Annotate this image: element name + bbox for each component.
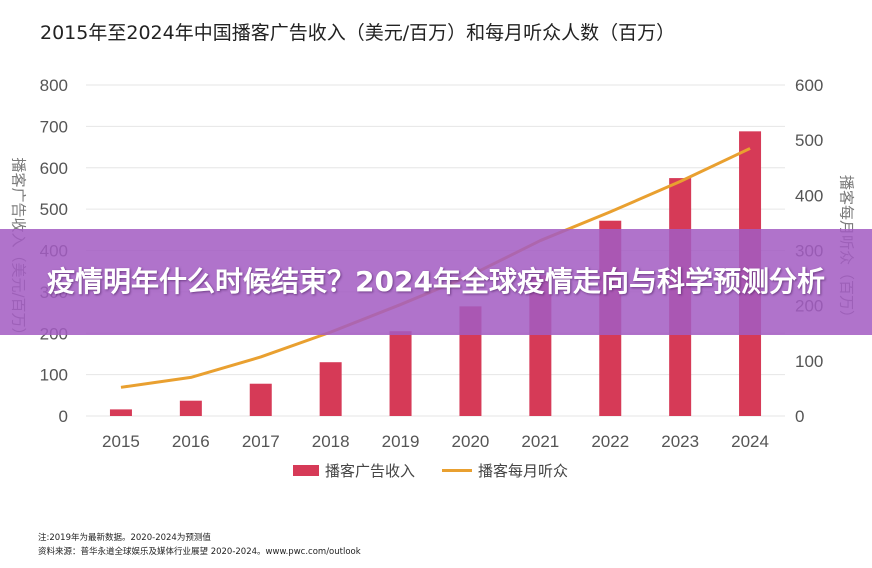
revenue-bar xyxy=(179,400,202,416)
footnote-note: 注:2019年为最新数据。2020-2024为预测值 xyxy=(38,533,211,543)
x-tick-label: 2020 xyxy=(452,432,490,451)
headline-banner: 疫情明年什么时候结束？2024年全球疫情走向与科学预测分析 xyxy=(0,229,872,335)
revenue-bar xyxy=(249,383,272,416)
right-tick-label: 400 xyxy=(795,186,823,205)
x-axis-ticks: 2015 2016 2017 2018 2019 2020 2021 2022 2023 2024 xyxy=(102,432,769,451)
right-tick-label: 500 xyxy=(795,131,823,150)
revenue-bar xyxy=(109,409,132,416)
x-tick-label: 2015 xyxy=(102,432,140,451)
x-tick-label: 2017 xyxy=(242,432,280,451)
left-tick-label: 500 xyxy=(40,200,68,219)
left-tick-label: 600 xyxy=(40,159,68,178)
right-tick-label: 600 xyxy=(795,76,823,95)
left-tick-label: 700 xyxy=(40,117,68,136)
x-tick-label: 2024 xyxy=(731,432,769,451)
revenue-bar xyxy=(319,362,342,416)
x-tick-label: 2022 xyxy=(591,432,629,451)
left-tick-label: 100 xyxy=(40,366,68,385)
right-tick-label: 100 xyxy=(795,352,823,371)
x-tick-label: 2023 xyxy=(661,432,699,451)
chart-title: 2015年至2024年中国播客广告收入（美元/百万）和每月听众人数（百万） xyxy=(40,22,676,44)
revenue-bar xyxy=(389,331,412,416)
legend-bar-swatch xyxy=(293,465,319,476)
x-tick-label: 2021 xyxy=(521,432,559,451)
legend: 播客广告收入 播客每月听众 xyxy=(293,462,568,480)
footnote-source: 资料来源：普华永道全球娱乐及媒体行业展望 2020-2024。www.pwc.c… xyxy=(38,547,361,557)
headline-text[interactable]: 疫情明年什么时候结束？2024年全球疫情走向与科学预测分析 xyxy=(47,265,825,298)
legend-line-label: 播客每月听众 xyxy=(478,462,568,480)
legend-bar-label: 播客广告收入 xyxy=(325,462,415,480)
right-tick-label: 0 xyxy=(795,407,804,426)
x-tick-label: 2019 xyxy=(382,432,420,451)
x-tick-label: 2018 xyxy=(312,432,350,451)
left-tick-label: 0 xyxy=(59,407,68,426)
x-tick-label: 2016 xyxy=(172,432,210,451)
left-tick-label: 800 xyxy=(40,76,68,95)
